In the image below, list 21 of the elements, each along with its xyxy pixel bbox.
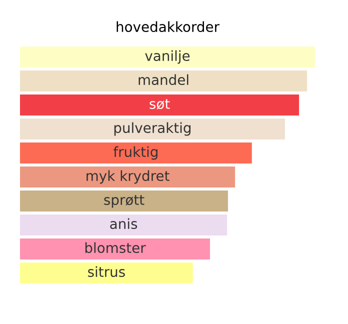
bar [20,46,315,68]
y-tick-label: søt [150,99,170,110]
y-tick-label: myk krydret [86,170,170,184]
bar [20,94,300,116]
chart-title: hovedakkorder [116,21,220,32]
y-tick-label: sitrus [88,266,125,278]
bar [20,166,236,188]
y-tick-label: blomster [85,242,146,254]
y-tick-label: sprøtt [104,195,144,208]
bar [20,118,285,140]
bar [20,142,252,164]
y-tick-label: anis [110,218,138,230]
y-tick-label: pulveraktig [114,122,191,136]
bar [20,70,308,92]
y-tick-label: mandel [138,74,188,86]
y-tick-label: fruktig [113,146,158,160]
y-tick-label: vanilje [145,50,190,64]
bar [20,238,210,260]
bar [20,214,228,236]
bar [20,190,228,212]
bar [20,262,193,284]
